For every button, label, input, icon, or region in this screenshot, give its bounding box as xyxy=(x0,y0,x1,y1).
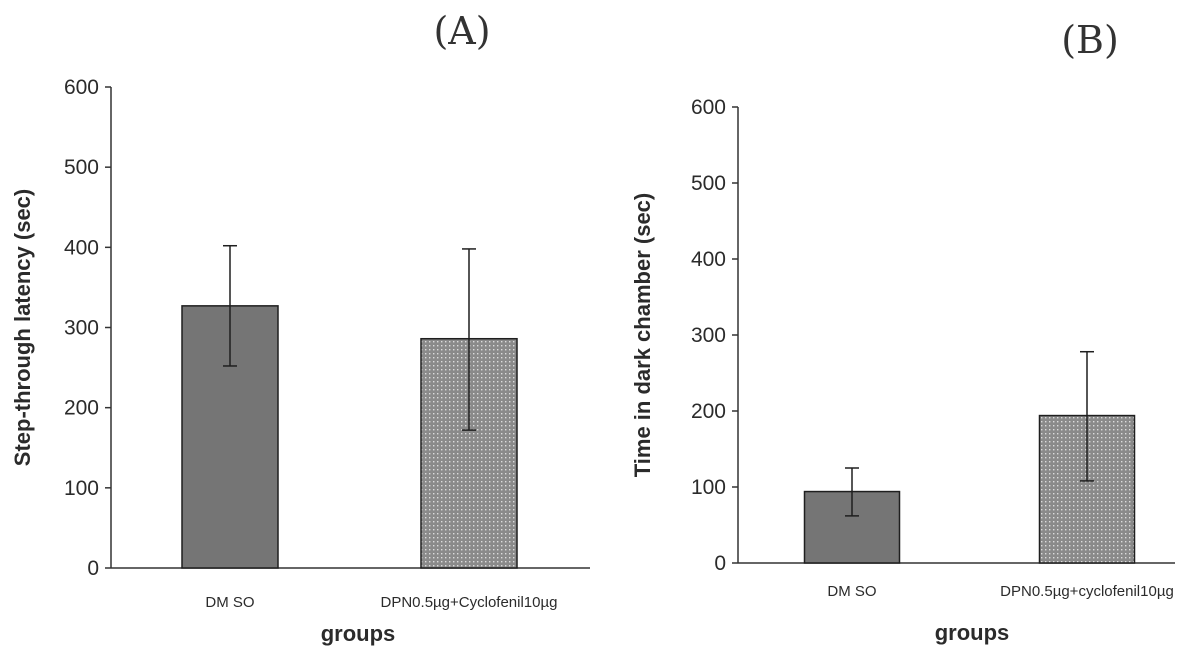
y-tick-label: 0 xyxy=(87,557,99,580)
panel-label: (A) xyxy=(433,9,490,53)
y-tick-label: 500 xyxy=(64,156,99,179)
y-tick-label: 400 xyxy=(64,236,99,259)
panel-label: (B) xyxy=(1061,18,1119,62)
chart-panel-a: (A) 0 100 200 300 400 500 600 DM SO DPN0.5µg+Cycl… xyxy=(10,9,590,646)
y-axis-title: Step-through latency (sec) xyxy=(10,189,35,466)
x-category-label: DPN0.5µg+Cyclofenil10µg xyxy=(381,594,558,611)
y-tick-label: 300 xyxy=(691,324,726,347)
y-tick-label: 600 xyxy=(64,76,99,99)
x-category-label: DPN0.5µg+cyclofenil10µg xyxy=(1000,583,1174,600)
y-tick-label: 600 xyxy=(691,96,726,119)
x-axis-title: groups xyxy=(935,620,1010,645)
y-tick-label: 200 xyxy=(691,400,726,423)
y-tick-label: 200 xyxy=(64,397,99,420)
y-tick-label: 400 xyxy=(691,248,726,271)
x-category-label: DM SO xyxy=(205,594,254,611)
x-category-label: DM SO xyxy=(827,583,876,600)
x-axis-title: groups xyxy=(321,621,396,646)
y-tick-label: 100 xyxy=(64,477,99,500)
y-tick-label: 300 xyxy=(64,317,99,340)
y-tick-label: 100 xyxy=(691,476,726,499)
y-tick-label: 0 xyxy=(714,552,726,575)
chart-panel-b: (B) 0 100 200 300 400 500 600 DM SO DPN0.5µg+cycl… xyxy=(630,18,1175,645)
y-axis-title: Time in dark chamber (sec) xyxy=(630,193,655,478)
y-tick-label: 500 xyxy=(691,172,726,195)
